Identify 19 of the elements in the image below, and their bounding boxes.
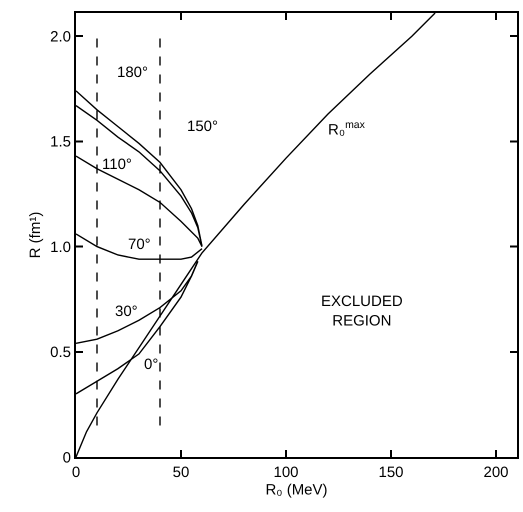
x-tick-label: 50 (172, 464, 190, 481)
annotation: 150° (187, 118, 218, 135)
x-tick-label: 150 (378, 464, 404, 481)
annotation: 70° (128, 236, 151, 253)
annotation: EXCLUDED REGION (321, 293, 403, 330)
y-tick-label: 0.5 (50, 344, 71, 362)
annotation: 110° (102, 156, 132, 173)
y-tick-label: 1.0 (50, 238, 71, 256)
annotation: 0° (144, 356, 158, 373)
x-axis-title: R₀ (MeV) (265, 482, 328, 498)
annotation: 180° (117, 64, 148, 81)
y-axis-title: R (fm¹) (26, 212, 44, 258)
x-tick-label: 100 (273, 464, 299, 481)
y-tick-label: 1.5 (50, 134, 71, 151)
annotation: R₀$^{max}$ (328, 119, 366, 138)
y-tick-label: 0 (62, 449, 71, 466)
y-tick-label: 2.0 (50, 28, 71, 46)
annotation: 30° (115, 303, 138, 320)
x-tick-label: 200 (483, 464, 509, 481)
